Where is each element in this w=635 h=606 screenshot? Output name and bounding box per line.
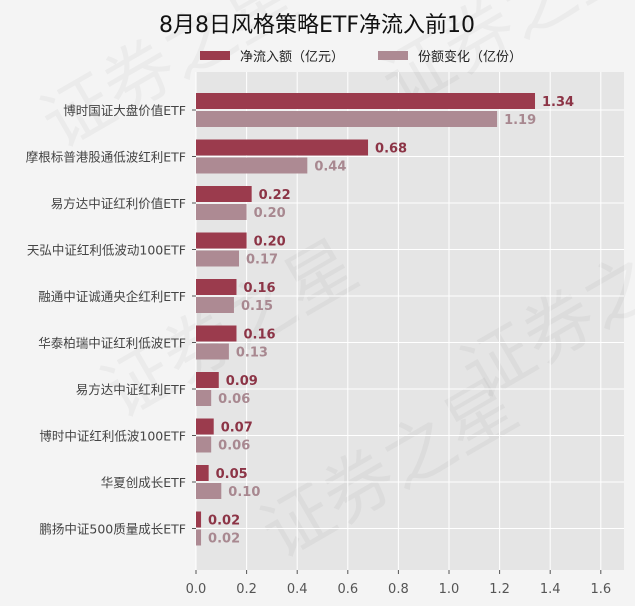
data-label: 0.07: [221, 421, 253, 436]
data-label: 0.68: [375, 142, 407, 157]
bar: [196, 418, 214, 435]
data-label: 0.16: [243, 281, 275, 296]
bar: [196, 465, 209, 481]
x-tick-label: 1.2: [489, 582, 510, 597]
bar: [196, 390, 212, 406]
data-label: 1.34: [542, 95, 574, 110]
bar: [196, 325, 237, 342]
data-label: 0.16: [243, 328, 275, 343]
category-label: 鹏扬中证500质量成长ETF: [39, 522, 186, 537]
category-label: 摩根标普港股通低波红利ETF: [26, 150, 186, 165]
legend-label: 份额变化（亿份）: [418, 49, 522, 65]
data-label: 0.06: [218, 392, 250, 407]
data-label: 0.20: [254, 235, 286, 250]
bar: [196, 232, 247, 249]
bar: [196, 483, 222, 499]
bar: [196, 186, 252, 202]
data-label: 1.19: [504, 113, 536, 128]
x-tick-label: 1.4: [540, 582, 561, 597]
legend-swatch: [200, 51, 230, 60]
x-tick-label: 0.0: [186, 582, 207, 597]
x-tick-label: 0.2: [236, 582, 257, 597]
bar: [196, 343, 229, 360]
data-label: 0.02: [208, 532, 240, 547]
legend-swatch: [378, 51, 408, 60]
bar: [196, 436, 212, 453]
bar: [196, 279, 237, 295]
x-tick-label: 0.8: [388, 582, 409, 597]
data-label: 0.10: [228, 485, 260, 500]
bar: [196, 157, 308, 174]
category-label: 易方达中证红利价值ETF: [51, 196, 186, 211]
bar: [196, 297, 234, 313]
chart-title: 8月8日风格策略ETF净流入前10: [159, 13, 475, 38]
legend-label: 净流入额（亿元）: [240, 50, 344, 65]
category-label: 博时中证红利低波100ETF: [39, 429, 186, 444]
category-label: 华泰柏瑞中证红利低波ETF: [38, 336, 186, 351]
x-tick-label: 0.6: [337, 582, 358, 597]
x-tick-label: 1.0: [439, 582, 460, 597]
data-label: 0.06: [218, 439, 250, 454]
bar: [196, 250, 240, 267]
data-label: 0.09: [226, 374, 258, 389]
category-label: 华夏创成长ETF: [101, 475, 186, 490]
data-label: 0.13: [236, 346, 268, 361]
category-label: 易方达中证红利ETF: [76, 382, 186, 397]
bar: [196, 529, 202, 546]
data-label: 0.17: [246, 253, 278, 268]
data-label: 0.05: [216, 467, 248, 482]
x-tick-label: 1.6: [590, 582, 611, 597]
bar: [196, 93, 536, 109]
bar: [196, 511, 202, 528]
category-label: 博时国证大盘价值ETF: [63, 103, 186, 118]
data-label: 0.44: [314, 160, 346, 175]
bar: [196, 111, 498, 127]
bar: [196, 139, 369, 156]
bar: [196, 204, 247, 220]
category-label: 天弘中证红利低波动100ETF: [27, 243, 186, 258]
x-tick-label: 0.4: [287, 582, 308, 597]
category-label: 融通中证诚通央企红利ETF: [38, 289, 186, 304]
data-label: 0.02: [208, 514, 240, 529]
data-label: 0.22: [259, 188, 291, 203]
data-label: 0.15: [241, 299, 273, 314]
bar: [196, 372, 219, 388]
data-label: 0.20: [254, 206, 286, 221]
